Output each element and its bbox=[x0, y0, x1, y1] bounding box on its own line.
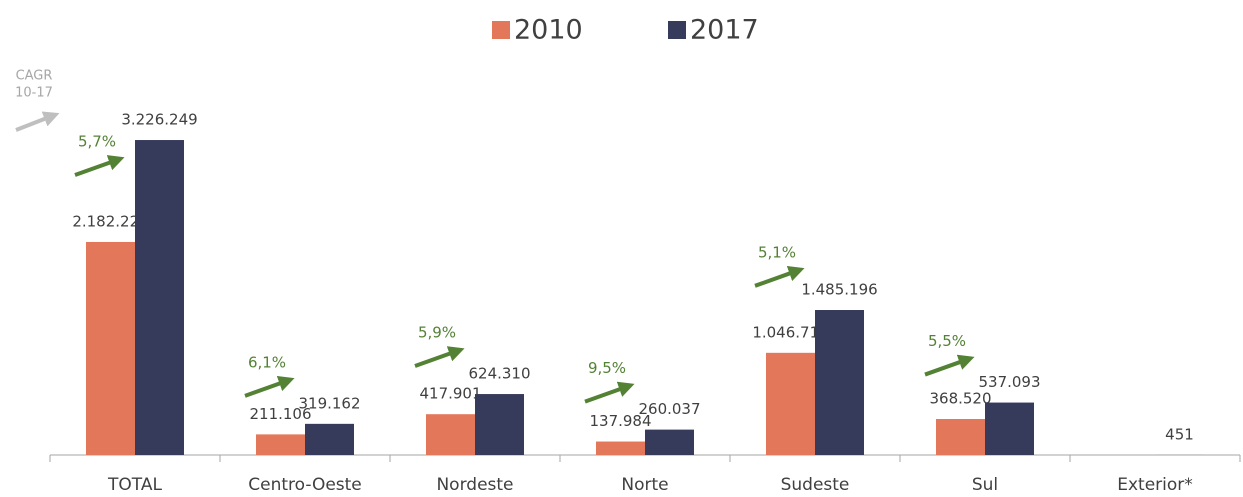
cagr-arrow bbox=[754, 265, 805, 288]
legend-label: 2017 bbox=[690, 15, 759, 46]
legend-swatch bbox=[668, 21, 686, 39]
value-label: 451 bbox=[1165, 425, 1194, 443]
value-label: 368.520 bbox=[929, 390, 991, 408]
cagr-label: 5,7% bbox=[78, 132, 116, 150]
x-tick-label: TOTAL bbox=[107, 475, 162, 495]
value-label: 2.182.229 bbox=[72, 212, 148, 230]
value-label: 137.984 bbox=[589, 412, 651, 430]
bar bbox=[985, 402, 1034, 455]
bar bbox=[135, 140, 184, 455]
bar bbox=[815, 310, 864, 455]
bar bbox=[256, 434, 305, 455]
cagr-arrow bbox=[15, 111, 60, 132]
legend-label: 2010 bbox=[514, 15, 583, 46]
value-label: 1.485.196 bbox=[801, 281, 877, 299]
cagr-title: 10-17 bbox=[15, 86, 53, 101]
bar bbox=[645, 429, 694, 455]
bar bbox=[426, 414, 475, 455]
x-tick-label: Sudeste bbox=[781, 475, 850, 495]
cagr-arrow bbox=[414, 346, 465, 368]
value-label: 260.037 bbox=[638, 400, 700, 418]
legend-swatch bbox=[492, 21, 510, 39]
bar bbox=[305, 423, 354, 455]
cagr-label: 6,1% bbox=[248, 353, 286, 371]
value-label: 319.162 bbox=[298, 394, 360, 412]
x-tick-label: Exterior* bbox=[1117, 475, 1193, 495]
cagr-label: 5,1% bbox=[758, 243, 796, 261]
value-label: 1.046.718 bbox=[752, 323, 828, 341]
cagr-label: 5,9% bbox=[418, 324, 456, 342]
value-label: 211.106 bbox=[249, 405, 311, 423]
cagr-label: 9,5% bbox=[588, 359, 626, 377]
x-tick-label: Norte bbox=[621, 475, 668, 495]
bar bbox=[596, 441, 645, 455]
value-label: 3.226.249 bbox=[121, 111, 197, 129]
value-label: 537.093 bbox=[978, 373, 1040, 391]
value-label: 417.901 bbox=[419, 385, 481, 403]
cagr-arrow bbox=[74, 155, 125, 177]
bar bbox=[475, 394, 524, 455]
cagr-arrow bbox=[244, 375, 295, 398]
cagr-arrow bbox=[584, 381, 635, 404]
cagr-title: CAGR bbox=[16, 69, 53, 84]
bar bbox=[936, 419, 985, 455]
bar bbox=[766, 352, 815, 455]
cagr-arrow bbox=[924, 354, 975, 377]
x-tick-label: Centro-Oeste bbox=[248, 475, 362, 495]
cagr-label: 5,5% bbox=[928, 332, 966, 350]
x-tick-label: Sul bbox=[972, 475, 998, 495]
bar bbox=[86, 241, 135, 455]
value-label: 624.310 bbox=[468, 365, 530, 383]
x-tick-label: Nordeste bbox=[436, 475, 513, 495]
